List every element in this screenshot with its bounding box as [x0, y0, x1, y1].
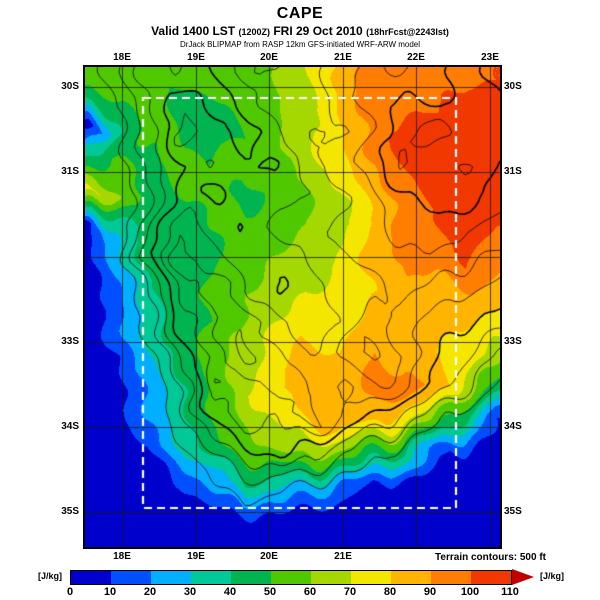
lon-label-top: 20E	[260, 52, 278, 63]
colorbar-tick-label: 70	[343, 586, 357, 598]
colorbar-segment	[351, 571, 391, 584]
valid-zulu-label: (1200Z)	[238, 27, 270, 37]
colorbar-segment	[271, 571, 311, 584]
colorbar-segment	[231, 571, 271, 584]
valid-date-label: FRI 29 Oct 2010	[273, 24, 363, 38]
header: CAPE Valid 1400 LST (1200Z) FRI 29 Oct 2…	[0, 0, 600, 49]
colorbar-tick-label: 0	[66, 586, 74, 598]
colorbar-tick-label: 90	[423, 586, 437, 598]
colorbar-segment	[471, 571, 511, 584]
lat-label-right: 30S	[504, 81, 522, 92]
lat-label-right: 31S	[504, 166, 522, 177]
lon-label-bottom: 20E	[260, 551, 278, 562]
valid-time-line: Valid 1400 LST (1200Z) FRI 29 Oct 2010 (…	[0, 24, 600, 38]
lon-label-top: 22E	[407, 52, 425, 63]
cape-map-canvas	[85, 67, 500, 547]
lon-label-top: 19E	[187, 52, 205, 63]
valid-prefix-label: Valid 1400 LST	[151, 24, 236, 38]
colorbar-segment	[111, 571, 151, 584]
colorbar-tick-label: 100	[460, 586, 480, 598]
lon-label-top: 23E	[481, 52, 499, 63]
lon-label-top: 21E	[334, 52, 352, 63]
colorbar-units-right: [J/kg]	[540, 571, 565, 581]
colorbar-segment	[311, 571, 351, 584]
colorbar-tick-label: 60	[303, 586, 317, 598]
valid-forecast-label: (18hrFcst@2243lst)	[366, 27, 449, 37]
colorbar-segment	[391, 571, 431, 584]
lat-label-left: 33S	[61, 336, 79, 347]
colorbar-tick-label: 40	[223, 586, 237, 598]
colorbar-tick-label: 20	[143, 586, 157, 598]
colorbar-units-left: [J/kg]	[37, 571, 62, 581]
colorbar-segment	[431, 571, 471, 584]
terrain-contours-note: Terrain contours: 500 ft	[435, 552, 546, 563]
colorbar-segment	[71, 571, 111, 584]
lat-label-right: 34S	[504, 421, 522, 432]
lat-label-left: 30S	[61, 81, 79, 92]
lat-label-left: 31S	[61, 166, 79, 177]
colorbar-tick-label: 80	[383, 586, 397, 598]
colorbar-segment	[191, 571, 231, 584]
lat-label-right: 35S	[504, 506, 522, 517]
lat-label-left: 34S	[61, 421, 79, 432]
lon-label-bottom: 19E	[187, 551, 205, 562]
colorbar-overflow-arrow	[512, 569, 534, 585]
lon-label-bottom: 21E	[334, 551, 352, 562]
map-frame	[83, 65, 502, 549]
colorbar-tick-label: 30	[183, 586, 197, 598]
colorbar-segment	[151, 571, 191, 584]
colorbar-tick-label: 10	[103, 586, 117, 598]
lon-label-bottom: 18E	[113, 551, 131, 562]
colorbar	[70, 570, 512, 585]
lat-label-left: 35S	[61, 506, 79, 517]
chart-title: CAPE	[276, 5, 324, 22]
model-credit-line: DrJack BLIPMAP from RASP 12km GFS-initia…	[179, 40, 421, 49]
colorbar-tick-label: 110	[501, 586, 519, 598]
lon-label-top: 18E	[113, 52, 131, 63]
colorbar-tick-label: 50	[263, 586, 277, 598]
lat-label-right: 33S	[504, 336, 522, 347]
